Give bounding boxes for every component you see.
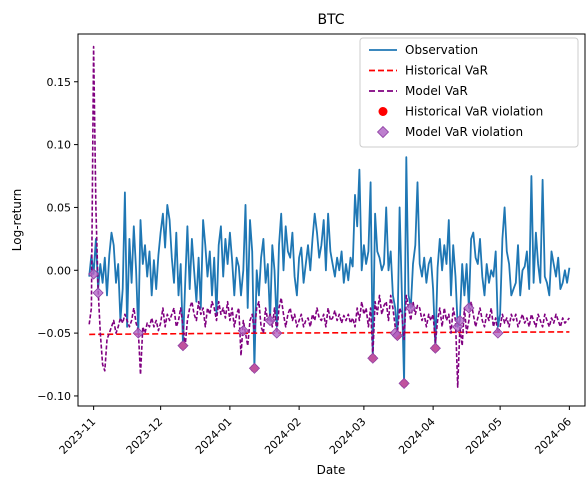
model-var-line: [88, 45, 570, 388]
model-var-violation-point: [454, 314, 466, 327]
model-var-violation-point: [237, 325, 249, 337]
model-var-violation-point: [271, 327, 283, 339]
model-var-violation-point: [405, 302, 417, 314]
legend-label: Historical VaR: [405, 64, 488, 78]
model-var-violation-point: [367, 352, 379, 364]
model-var-violation-point: [264, 314, 276, 327]
y-tick-label: 0.15: [47, 76, 72, 89]
y-tick-label: 0.05: [47, 201, 72, 214]
model-var-violation-point: [463, 302, 475, 314]
model-var-violation-point: [92, 287, 104, 299]
model-var-violation-point: [492, 327, 504, 339]
legend-items: Observation Historical VaR Model VaR Histor…: [369, 43, 543, 139]
series-lines: [88, 45, 571, 388]
legend-label: Model VaR: [405, 84, 468, 98]
legend-entry: Observation: [369, 43, 478, 57]
legend-entry: Model VaR: [369, 84, 468, 98]
legend-label: Observation: [405, 43, 478, 57]
legend-box: [359, 37, 579, 148]
plot-area: [88, 45, 571, 389]
legend-entry: Model VaR violation: [376, 125, 523, 139]
model-var-violation-point: [88, 268, 100, 280]
legend-label: Model VaR violation: [405, 125, 523, 139]
violation-markers: [88, 268, 504, 389]
model-var-violation-point: [177, 340, 189, 352]
y-axis-label: Log-return: [10, 189, 24, 251]
y-tick-label: 0.00: [47, 264, 72, 277]
legend-swatch-diamond: [376, 125, 390, 139]
y-axis-ticks: −0.10 −0.05 0.00 0.05 0.10 0.15: [37, 76, 78, 403]
legend-entry: Historical VaR: [369, 64, 488, 78]
legend-label: Historical VaR violation: [405, 105, 543, 119]
model-var-violation-point: [132, 327, 144, 339]
y-tick-label: −0.05: [37, 327, 71, 340]
axes-frame: [77, 33, 586, 407]
model-var-violation-point: [429, 342, 441, 354]
legend-entry: Historical VaR violation: [378, 105, 543, 119]
model-var-violation-point: [248, 362, 261, 374]
chart-title: BTC: [317, 12, 344, 28]
legend-swatch-circle: [378, 107, 388, 116]
legend: Observation Historical VaR Model VaR Histor…: [359, 37, 579, 148]
x-axis-label: Date: [317, 463, 346, 477]
y-tick-label: 0.10: [47, 139, 72, 152]
observation-line: [88, 156, 571, 385]
model-var-violation-point: [398, 377, 410, 389]
historical-var-line: [89, 331, 570, 336]
y-tick-label: −0.10: [37, 390, 71, 403]
model-var-violation-point: [391, 330, 403, 342]
